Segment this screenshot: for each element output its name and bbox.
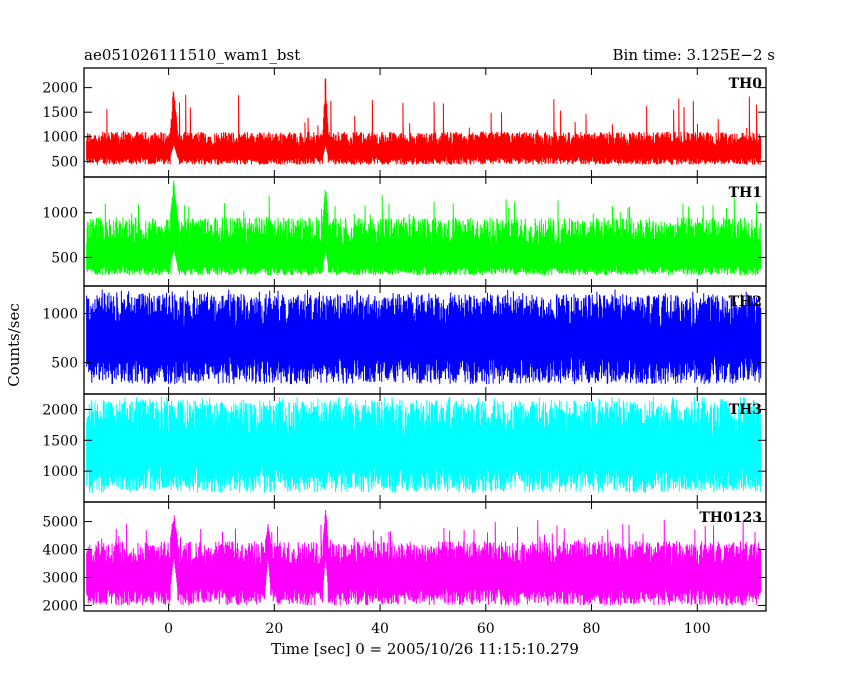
y-tick-label: 5000 bbox=[42, 515, 78, 531]
trace-th2 bbox=[86, 289, 762, 385]
y-tick-label: 1000 bbox=[42, 306, 78, 322]
panel-th2: 500 1000 TH2 bbox=[42, 285, 767, 395]
y-tick-label: 2000 bbox=[42, 81, 78, 97]
x-axis-label: Time [sec] 0 = 2005/10/26 11:15:10.279 bbox=[271, 640, 579, 658]
y-tick-label: 1000 bbox=[42, 464, 78, 480]
y-tick-label: 1000 bbox=[42, 130, 78, 146]
x-tick-label: 40 bbox=[371, 621, 389, 637]
trace-th0 bbox=[86, 78, 762, 165]
panel-stack: 500 1000 1500 2000 TH0 500 1000 TH1 500 1000 TH2 10… bbox=[42, 67, 767, 614]
y-tick-label: 2000 bbox=[42, 598, 78, 614]
x-tick-label: 0 bbox=[164, 621, 173, 637]
y-tick-label: 4000 bbox=[42, 543, 78, 559]
panel-label: TH0 bbox=[729, 76, 763, 92]
trace-th0123 bbox=[86, 510, 762, 606]
y-tick-label: 1000 bbox=[42, 206, 78, 222]
y-tick-label: 500 bbox=[51, 250, 78, 266]
plot-title-right: Bin time: 3.125E−2 s bbox=[613, 46, 775, 64]
panel-frame bbox=[83, 501, 767, 612]
y-axis-label: Counts/sec bbox=[5, 303, 23, 387]
y-tick-label: 2000 bbox=[42, 402, 78, 418]
trace-th3 bbox=[86, 396, 762, 493]
x-tick-label: 100 bbox=[684, 621, 711, 637]
panel-label: TH3 bbox=[729, 402, 762, 418]
x-tick-label: 60 bbox=[477, 621, 495, 637]
panel-label: TH2 bbox=[729, 294, 762, 310]
panel-label: TH0123 bbox=[699, 510, 762, 526]
plot-title-left: ae051026111510_wam1_bst bbox=[84, 46, 300, 64]
panel-th3: 1000 1500 2000 TH3 bbox=[42, 393, 767, 503]
x-axis: 0 20 40 60 80 100 bbox=[164, 621, 711, 637]
y-tick-label: 500 bbox=[51, 356, 78, 372]
x-tick-label: 20 bbox=[265, 621, 283, 637]
trace-th1 bbox=[86, 180, 762, 276]
panel-label: TH1 bbox=[729, 185, 762, 201]
panel-th0: 500 1000 1500 2000 TH0 bbox=[42, 67, 767, 178]
y-tick-label: 3000 bbox=[42, 570, 78, 586]
x-tick-label: 80 bbox=[583, 621, 601, 637]
panel-th1: 500 1000 TH1 bbox=[42, 176, 767, 287]
panel-th0123: 2000 3000 4000 5000 TH0123 bbox=[42, 501, 767, 614]
y-tick-label: 1500 bbox=[42, 105, 78, 121]
y-tick-label: 500 bbox=[51, 154, 78, 170]
y-tick-label: 1500 bbox=[42, 433, 78, 449]
